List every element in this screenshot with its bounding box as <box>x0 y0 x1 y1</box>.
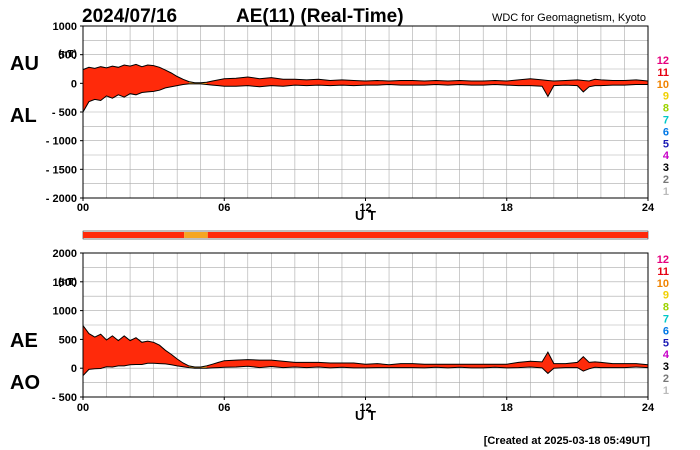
status-bar-segments <box>83 232 649 238</box>
series-line-al <box>82 83 648 113</box>
legend-level-1: 1 <box>663 186 669 198</box>
x-tick-label: 18 <box>501 202 513 214</box>
status-bar-segment <box>83 232 185 238</box>
series-line-au <box>82 63 649 84</box>
envelope-fill <box>83 64 648 112</box>
x-tick-label: 06 <box>218 202 230 214</box>
legend-level-3: 3 <box>663 361 669 373</box>
legend-level-4: 4 <box>663 349 670 361</box>
y-tick-label: 1500 <box>53 277 77 289</box>
legend-level-10: 10 <box>657 278 669 290</box>
legend-level-3: 3 <box>663 162 669 174</box>
legend-level-8: 8 <box>663 103 669 115</box>
x-axis-label: U T <box>355 208 376 223</box>
y-tick-label: 2000 <box>53 248 77 260</box>
series-line-ae <box>82 325 649 368</box>
legend-level-6: 6 <box>663 126 669 138</box>
x-tick-label: 24 <box>642 202 655 214</box>
source-label: WDC for Geomagnetism, Kyoto <box>492 12 646 24</box>
chart-title: AE(11) (Real-Time) <box>236 6 404 27</box>
x-tick-label: 18 <box>501 402 513 414</box>
y-tick-label: - 1000 <box>46 136 77 148</box>
legend-level-11: 11 <box>657 266 669 278</box>
series-line-ao <box>82 362 649 377</box>
date-title: 2024/07/16 <box>82 6 177 27</box>
unit-label: (nT) <box>58 277 77 288</box>
y-tick-label: - 500 <box>52 107 77 119</box>
legend-level-8: 8 <box>663 302 669 314</box>
side-label-ae: AE <box>10 330 38 352</box>
y-tick-label: - 2000 <box>46 193 77 205</box>
legend-level-9: 9 <box>663 91 669 103</box>
y-tick-label: 0 <box>71 363 77 375</box>
legend-level-11: 11 <box>657 67 669 79</box>
side-label-ao: AO <box>10 372 40 394</box>
legend-level-10: 10 <box>657 79 669 91</box>
x-tick-label: 24 <box>642 402 655 414</box>
status-bar-segment <box>184 232 208 238</box>
legend-level-2: 2 <box>663 373 669 385</box>
x-tick-label: 12 <box>359 402 371 414</box>
created-footer: [Created at 2025-03-18 05:49UT] <box>484 435 651 447</box>
x-tick-label: 00 <box>77 402 89 414</box>
envelope-fill <box>83 325 648 376</box>
status-bar-segment <box>207 232 649 238</box>
x-tick-label: 06 <box>218 402 230 414</box>
legend-level-12: 12 <box>657 55 669 67</box>
y-tick-label: 0 <box>71 78 77 90</box>
y-tick-label: 1000 <box>53 306 77 318</box>
x-axis-label: U T <box>355 408 376 423</box>
y-tick-label: - 1500 <box>46 164 77 176</box>
y-tick-label: - 500 <box>52 392 77 404</box>
legend-level-4: 4 <box>663 150 670 162</box>
legend-level-5: 5 <box>663 337 669 349</box>
legend-level-7: 7 <box>663 115 669 127</box>
legend-level-5: 5 <box>663 138 669 150</box>
y-tick-label: 1000 <box>53 21 77 33</box>
y-tick-label: 500 <box>59 334 77 346</box>
legend-level-1: 1 <box>663 385 669 397</box>
au-al-panel: 1000 500 0 - 500 - 1000 - 1500 - 2000 (nT) 00 06 1… <box>10 21 670 223</box>
legend-level-12: 12 <box>657 254 669 266</box>
legend-level-9: 9 <box>663 290 669 302</box>
y-tick-label: 500 <box>59 50 77 62</box>
x-tick-label: 12 <box>359 202 371 214</box>
side-label-au: AU <box>10 53 39 75</box>
legend-level-6: 6 <box>663 325 669 337</box>
legend-level-7: 7 <box>663 314 669 326</box>
legend-level-2: 2 <box>663 174 669 186</box>
x-tick-label: 00 <box>77 202 89 214</box>
side-label-al: AL <box>10 105 37 127</box>
unit-label: (nT) <box>58 49 77 60</box>
